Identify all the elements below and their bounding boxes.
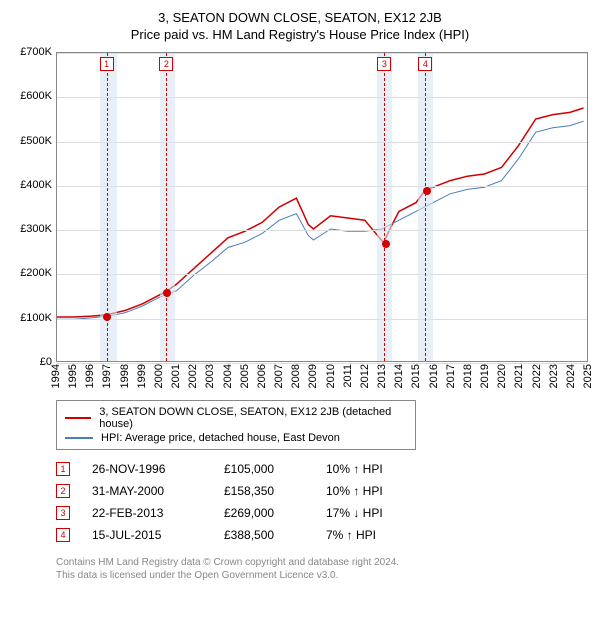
- y-tick-label: £500K: [20, 135, 52, 147]
- event-price: £269,000: [224, 506, 304, 520]
- legend-swatch: [65, 437, 93, 439]
- footer: Contains HM Land Registry data © Crown c…: [56, 556, 592, 582]
- legend-swatch: [65, 417, 91, 419]
- x-tick-label: 2008: [290, 364, 302, 388]
- x-tick-label: 1996: [84, 364, 96, 388]
- legend: 3, SEATON DOWN CLOSE, SEATON, EX12 2JB (…: [56, 400, 416, 450]
- event-price: £158,350: [224, 484, 304, 498]
- x-tick-label: 1998: [119, 364, 131, 388]
- event-number: 4: [56, 528, 70, 542]
- x-tick-label: 2021: [513, 364, 525, 388]
- y-tick-label: £700K: [20, 46, 52, 58]
- footer-line-2: This data is licensed under the Open Gov…: [56, 569, 592, 582]
- event-price: £105,000: [224, 462, 304, 476]
- event-delta: 10% ↑ HPI: [326, 484, 426, 498]
- event-delta: 17% ↓ HPI: [326, 506, 426, 520]
- x-tick-label: 2025: [582, 364, 594, 388]
- x-tick-label: 2013: [376, 364, 388, 388]
- legend-label: HPI: Average price, detached house, East…: [101, 432, 340, 444]
- plot-area: £0£100K£200K£300K£400K£500K£600K£700K 12…: [8, 52, 592, 392]
- x-tick-label: 2019: [479, 364, 491, 388]
- line-svg: [57, 53, 587, 361]
- x-tick-label: 2015: [410, 364, 422, 388]
- x-tick-label: 2010: [325, 364, 337, 388]
- event-row: 1 26-NOV-1996 £105,000 10% ↑ HPI: [56, 458, 592, 480]
- x-tick-label: 1995: [67, 364, 79, 388]
- x-tick-label: 2020: [496, 364, 508, 388]
- y-tick-label: £300K: [20, 223, 52, 235]
- y-tick-label: £100K: [20, 312, 52, 324]
- event-price: £388,500: [224, 528, 304, 542]
- x-tick-label: 1994: [50, 364, 62, 388]
- event-number: 2: [56, 484, 70, 498]
- x-tick-label: 2017: [445, 364, 457, 388]
- x-tick-label: 2005: [239, 364, 251, 388]
- sale-marker-dot: [163, 289, 171, 297]
- event-delta: 7% ↑ HPI: [326, 528, 426, 542]
- event-date: 26-NOV-1996: [92, 462, 202, 476]
- event-marker: 3: [377, 57, 391, 71]
- sale-marker-dot: [382, 240, 390, 248]
- y-axis: £0£100K£200K£300K£400K£500K£600K£700K: [8, 52, 56, 362]
- y-tick-label: £600K: [20, 90, 52, 102]
- chart-inner: 1 2 3 4: [56, 52, 588, 362]
- chart-title: 3, SEATON DOWN CLOSE, SEATON, EX12 2JB: [8, 10, 592, 25]
- x-tick-label: 2009: [307, 364, 319, 388]
- event-marker: 1: [100, 57, 114, 71]
- event-number: 1: [56, 462, 70, 476]
- event-date: 31-MAY-2000: [92, 484, 202, 498]
- x-tick-label: 2003: [204, 364, 216, 388]
- sale-marker-dot: [423, 187, 431, 195]
- event-row: 4 15-JUL-2015 £388,500 7% ↑ HPI: [56, 524, 592, 546]
- chart-subtitle: Price paid vs. HM Land Registry's House …: [8, 27, 592, 42]
- x-tick-label: 2001: [170, 364, 182, 388]
- footer-line-1: Contains HM Land Registry data © Crown c…: [56, 556, 592, 569]
- x-tick-label: 2024: [565, 364, 577, 388]
- x-tick-label: 2000: [153, 364, 165, 388]
- x-tick-label: 2006: [256, 364, 268, 388]
- chart-container: 3, SEATON DOWN CLOSE, SEATON, EX12 2JB P…: [8, 10, 592, 582]
- y-tick-label: £200K: [20, 267, 52, 279]
- sale-marker-dot: [103, 313, 111, 321]
- event-delta: 10% ↑ HPI: [326, 462, 426, 476]
- x-tick-label: 2012: [359, 364, 371, 388]
- x-tick-label: 1999: [136, 364, 148, 388]
- event-row: 2 31-MAY-2000 £158,350 10% ↑ HPI: [56, 480, 592, 502]
- event-date: 15-JUL-2015: [92, 528, 202, 542]
- event-table: 1 26-NOV-1996 £105,000 10% ↑ HPI 2 31-MAY-200…: [56, 458, 592, 546]
- x-axis: 1994199519961997199819992000200120022003…: [56, 362, 588, 392]
- x-tick-label: 2002: [187, 364, 199, 388]
- event-number: 3: [56, 506, 70, 520]
- x-tick-label: 2023: [548, 364, 560, 388]
- x-tick-label: 2004: [222, 364, 234, 388]
- x-tick-label: 2016: [428, 364, 440, 388]
- legend-item: 3, SEATON DOWN CLOSE, SEATON, EX12 2JB (…: [65, 405, 407, 431]
- legend-item: HPI: Average price, detached house, East…: [65, 431, 407, 445]
- x-tick-label: 2007: [273, 364, 285, 388]
- event-marker: 4: [418, 57, 432, 71]
- x-tick-label: 2011: [342, 364, 354, 388]
- x-tick-label: 2022: [531, 364, 543, 388]
- event-marker: 2: [159, 57, 173, 71]
- event-row: 3 22-FEB-2013 £269,000 17% ↓ HPI: [56, 502, 592, 524]
- legend-label: 3, SEATON DOWN CLOSE, SEATON, EX12 2JB (…: [99, 406, 407, 430]
- event-date: 22-FEB-2013: [92, 506, 202, 520]
- x-tick-label: 2018: [462, 364, 474, 388]
- y-tick-label: £400K: [20, 179, 52, 191]
- x-tick-label: 1997: [101, 364, 113, 388]
- x-tick-label: 2014: [393, 364, 405, 388]
